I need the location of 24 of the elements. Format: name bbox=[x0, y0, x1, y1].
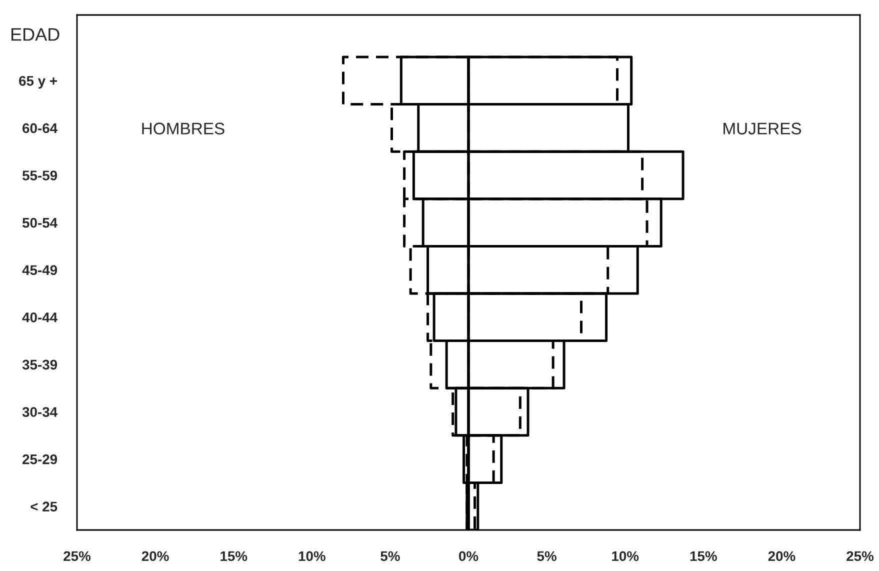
x-tick-label: 20% bbox=[142, 551, 169, 562]
annotation: HOMBRES bbox=[142, 122, 224, 134]
x-tick-label: 5% bbox=[380, 551, 400, 562]
x-tick-label: 15% bbox=[690, 551, 717, 562]
y-tick-label: 45-49 bbox=[22, 265, 58, 276]
x-tick-label: 20% bbox=[768, 551, 796, 562]
y-tick-label: 60-64 bbox=[22, 123, 58, 134]
y-tick-label: 55-59 bbox=[22, 170, 58, 180]
y-tick-label: 65 y + bbox=[19, 76, 57, 89]
y-tick-label: 40-44 bbox=[22, 312, 58, 322]
y-tick-label: < 25 bbox=[30, 502, 58, 512]
x-tick-label: 25% bbox=[846, 551, 874, 562]
x-tick-label: 5% bbox=[537, 551, 556, 562]
y-axis-title: EDAD bbox=[11, 28, 60, 41]
x-tick-label: 10% bbox=[298, 551, 326, 562]
x-tick-label: 10% bbox=[612, 551, 639, 562]
y-tick-label: 50-54 bbox=[22, 218, 58, 228]
annotation: MUJERES bbox=[724, 122, 802, 134]
y-tick-label: 35-39 bbox=[22, 360, 58, 370]
y-tick-label: 30-34 bbox=[22, 407, 58, 417]
x-tick-label: 0% bbox=[459, 551, 478, 562]
x-tick-label: 15% bbox=[220, 551, 248, 562]
x-tick-label: 25% bbox=[64, 551, 91, 562]
y-tick-label: 25-29 bbox=[22, 454, 58, 464]
